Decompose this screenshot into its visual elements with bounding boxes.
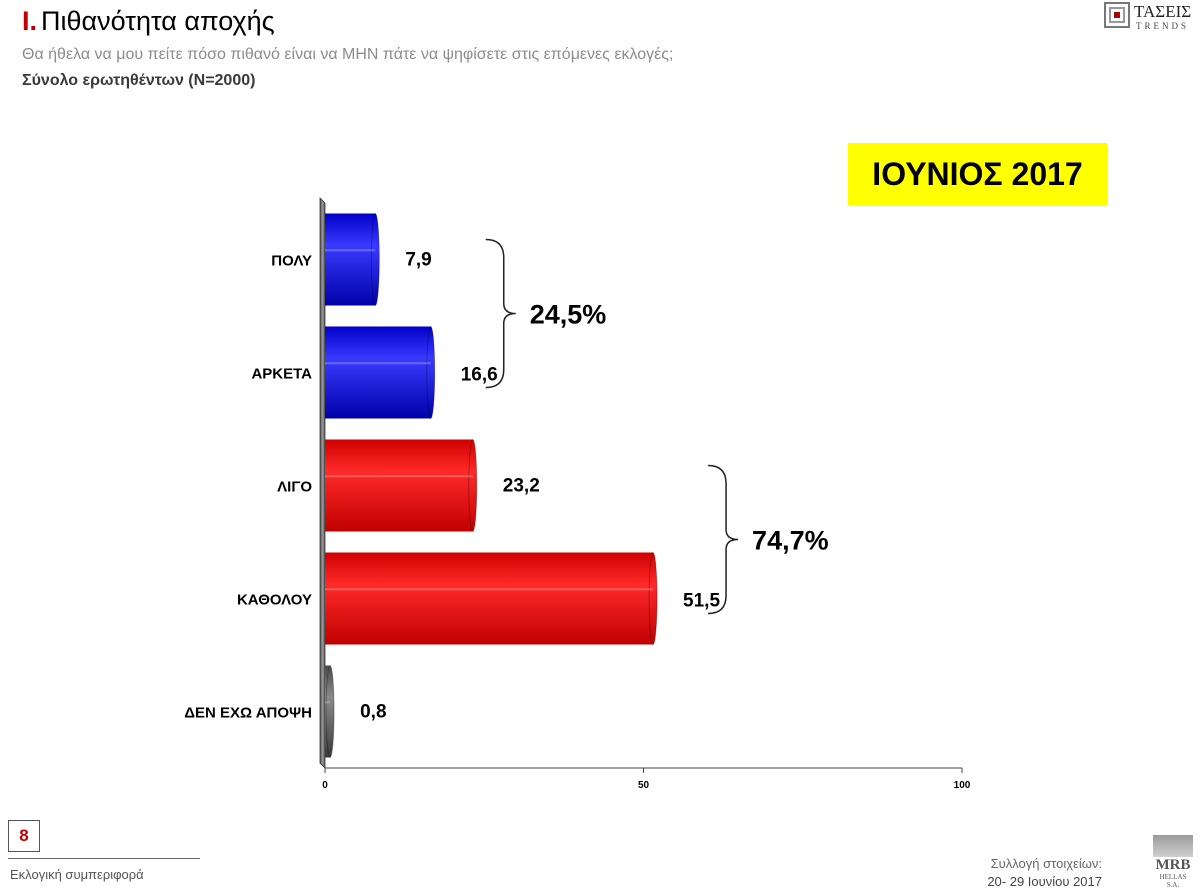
- mrb-logo-word: MRB: [1155, 857, 1191, 873]
- value-label: 16,6: [461, 365, 498, 386]
- bar-cap-πολυ: [370, 213, 380, 306]
- footer-divider: [8, 858, 200, 859]
- page-number: 8: [8, 820, 40, 852]
- bar-cap-δεν-εχω-αποψη: [325, 665, 335, 758]
- bar-cap-αρκετα: [426, 326, 436, 419]
- logo-sub: TRENDS: [1136, 21, 1190, 31]
- group-total-label: 24,5%: [530, 300, 607, 330]
- taseis-logo: ΤΑΣΕΙΣ TRENDS: [1104, 2, 1196, 36]
- value-label: 51,5: [683, 591, 720, 612]
- mrb-logo-mark: [1153, 835, 1193, 857]
- mrb-logo: MRB HELLAS S.A.: [1153, 835, 1193, 889]
- bar-πολυ: [325, 213, 376, 306]
- section-name: Εκλογική συμπεριφορά: [10, 867, 144, 882]
- title-text: Πιθανότητα αποχής: [41, 6, 275, 36]
- category-label: ΔΕΝ ΕΧΩ ΑΠΟΨΗ: [184, 705, 312, 722]
- group-total-label: 74,7%: [752, 526, 829, 556]
- x-tick-label-50: 50: [638, 780, 650, 791]
- category-label: ΠΟΛΥ: [271, 253, 312, 270]
- category-label: ΚΑΘΟΛΟΥ: [237, 592, 312, 609]
- axis-wall: [319, 197, 326, 769]
- bar-λιγο: [325, 439, 473, 532]
- bar-cap-καθολου: [648, 552, 658, 645]
- value-label: 7,9: [405, 250, 431, 271]
- value-label: 23,2: [503, 476, 540, 497]
- bar-αρκετα: [325, 326, 431, 419]
- section-number: I.: [22, 6, 38, 36]
- x-tick-label-0: 0: [322, 780, 328, 791]
- sample-base: Σύνολο ερωτηθέντων (N=2000): [22, 72, 256, 89]
- taseis-logo-icon: [1104, 2, 1130, 28]
- question-text: Θα ήθελα να μου πείτε πόσο πιθανό είναι …: [22, 46, 674, 63]
- group-bracket-0: [485, 238, 516, 389]
- mrb-logo-sub: HELLAS S.A.: [1159, 873, 1187, 889]
- period-badge: ΙΟΥΝΙΟΣ 2017: [848, 143, 1107, 205]
- group-bracket-1: [708, 464, 739, 615]
- collection-label: Συλλογή στοιχείων:: [990, 856, 1102, 871]
- page-title: I. Πιθανότητα αποχής: [22, 6, 275, 37]
- collection-dates: 20- 29 Ιουνίου 2017: [987, 874, 1102, 889]
- bar-καθολου: [325, 552, 654, 645]
- value-label: 0,8: [360, 702, 386, 723]
- category-label: ΛΙΓΟ: [277, 479, 312, 496]
- bar-cap-λιγο: [468, 439, 478, 532]
- logo-name: ΤΑΣΕΙΣ: [1134, 2, 1192, 21]
- collection-info: Συλλογή στοιχείων: 20- 29 Ιουνίου 2017: [987, 855, 1102, 891]
- x-tick-label-100: 100: [954, 780, 971, 791]
- category-label: ΑΡΚΕΤΑ: [251, 366, 312, 383]
